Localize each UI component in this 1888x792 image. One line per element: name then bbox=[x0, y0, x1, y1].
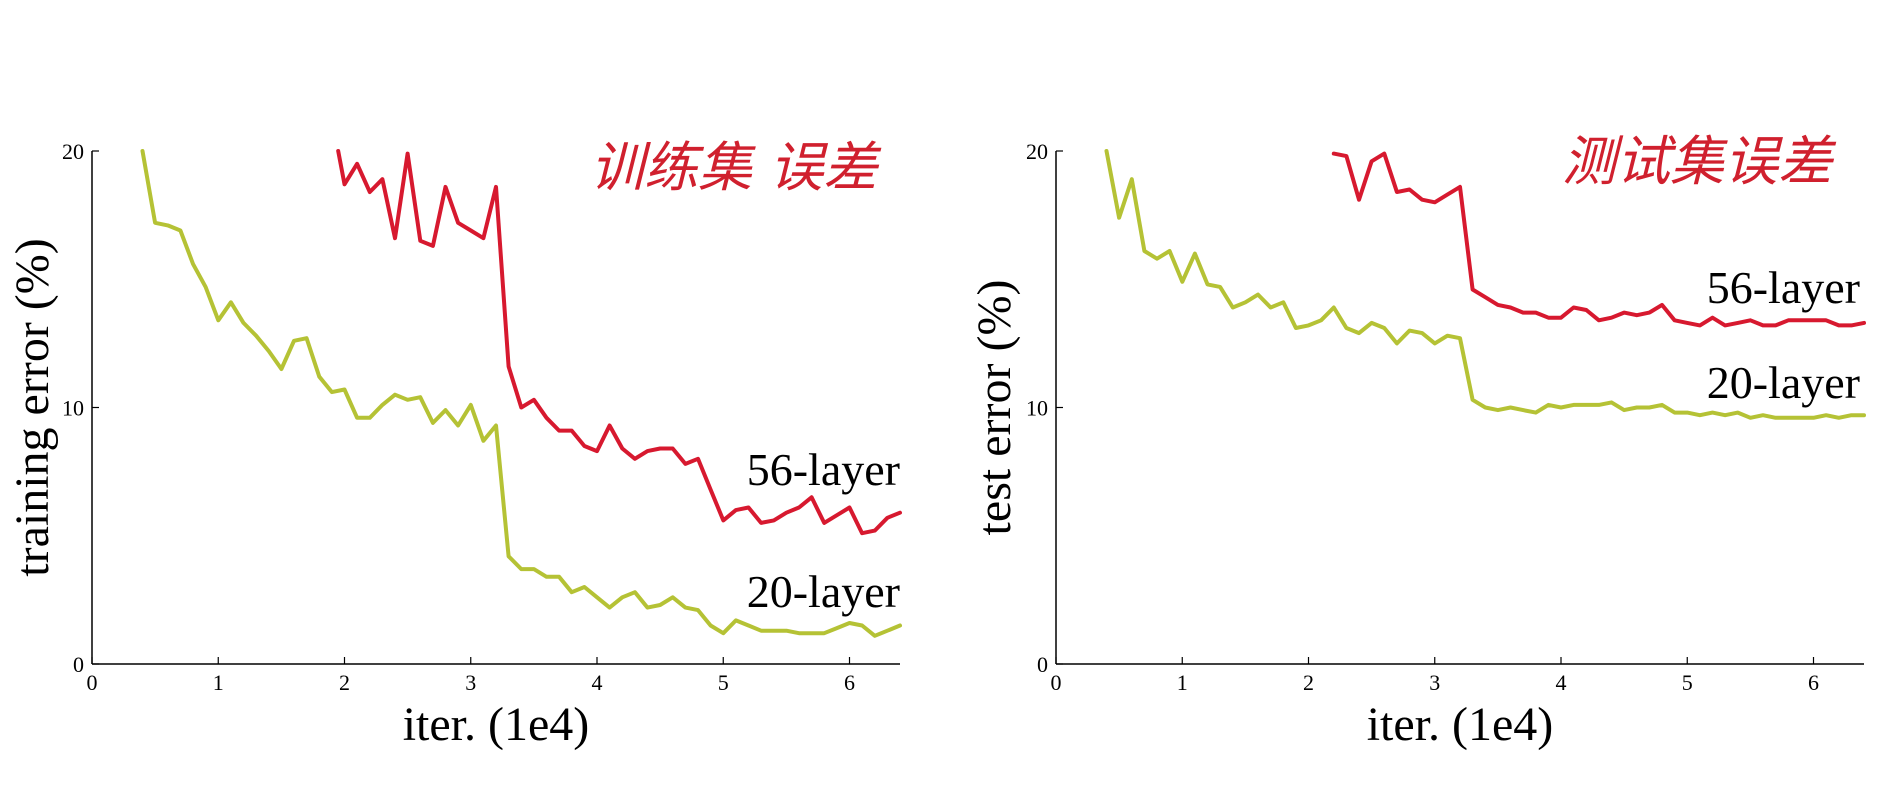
y-axis-title: training error (%) bbox=[6, 238, 59, 577]
x-tick-label: 6 bbox=[1808, 670, 1819, 695]
x-tick-label: 0 bbox=[87, 670, 98, 695]
handwritten-annotation: 训练集 误差 bbox=[590, 136, 882, 199]
series-line-20-layer bbox=[1104, 149, 1866, 420]
x-tick-label: 4 bbox=[1556, 670, 1567, 695]
x-tick-label: 5 bbox=[1682, 670, 1693, 695]
series-line-20-layer bbox=[140, 149, 902, 638]
series-label-56-layer: 56-layer bbox=[1707, 262, 1860, 313]
training-error-chart: 0 1 2 3 4 5 6 0 10 20 iter. (1e4) training error (%… bbox=[6, 136, 902, 751]
series-line-56-layer bbox=[336, 149, 902, 536]
x-tick-label: 3 bbox=[465, 670, 476, 695]
x-tick-label: 1 bbox=[213, 670, 224, 695]
x-tick-label: 1 bbox=[1177, 670, 1188, 695]
y-tick-label: 0 bbox=[1037, 652, 1048, 677]
test-error-chart: 0 1 2 3 4 5 6 0 10 20 iter. (1e4) test error (%) 56-… bbox=[968, 130, 1866, 751]
x-tick-label: 3 bbox=[1429, 670, 1440, 695]
x-axis-title: iter. (1e4) bbox=[1367, 698, 1554, 751]
handwritten-annotation: 测试集误差 bbox=[1562, 130, 1837, 193]
series-line-56-layer bbox=[1331, 151, 1866, 328]
series-label-56-layer: 56-layer bbox=[747, 444, 900, 495]
x-tick-label: 0 bbox=[1051, 670, 1062, 695]
x-tick-label: 6 bbox=[844, 670, 855, 695]
y-tick-label: 10 bbox=[1026, 396, 1048, 421]
y-tick-label: 10 bbox=[62, 396, 84, 421]
x-tick-label: 2 bbox=[1303, 670, 1314, 695]
x-tick-label: 5 bbox=[718, 670, 729, 695]
x-axis-title: iter. (1e4) bbox=[403, 698, 590, 751]
y-tick-label: 20 bbox=[1026, 139, 1048, 164]
y-axis-title: test error (%) bbox=[968, 280, 1021, 536]
x-tick-label: 2 bbox=[339, 670, 350, 695]
x-tick-label: 4 bbox=[592, 670, 603, 695]
y-tick-label: 20 bbox=[62, 139, 84, 164]
series-label-20-layer: 20-layer bbox=[1707, 357, 1860, 408]
series-label-20-layer: 20-layer bbox=[747, 566, 900, 617]
y-tick-label: 0 bbox=[73, 652, 84, 677]
